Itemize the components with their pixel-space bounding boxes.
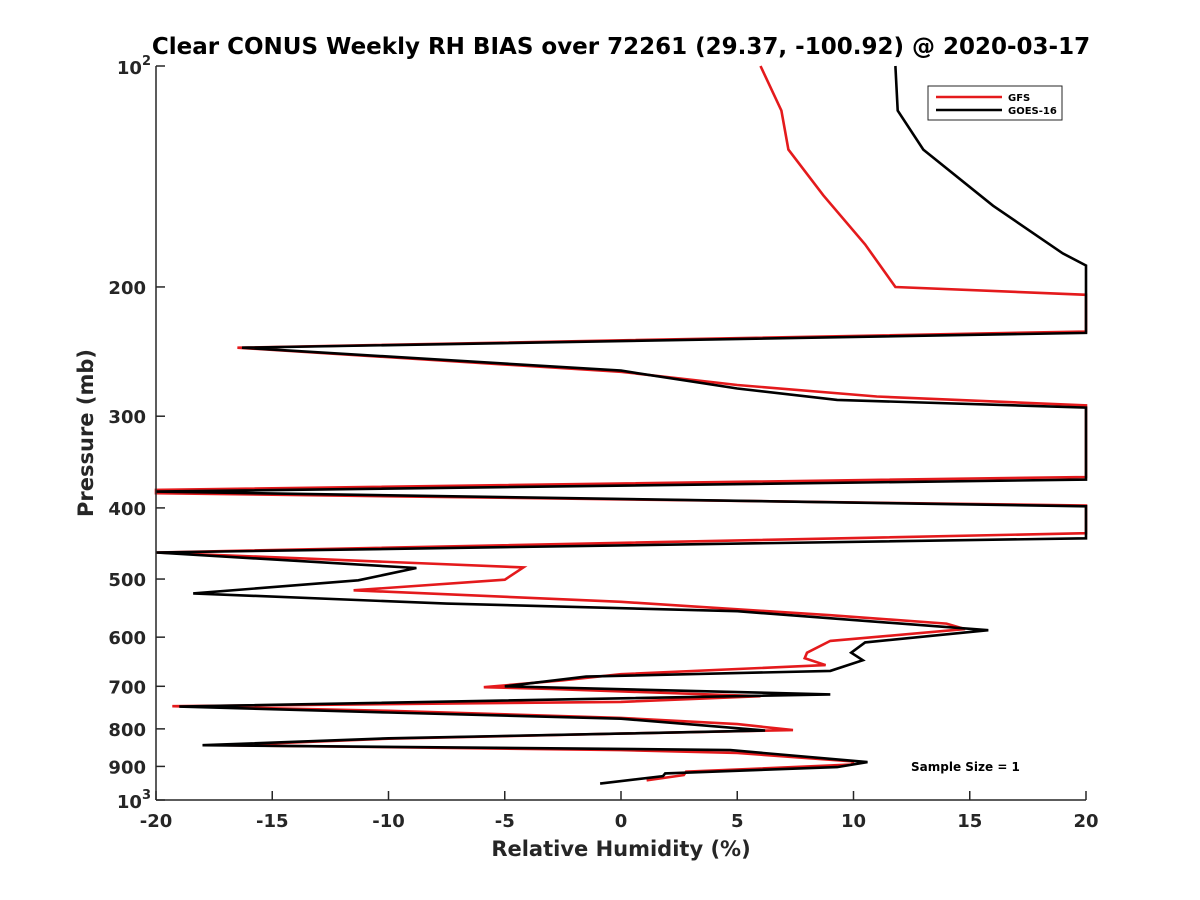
x-tick-label: 10 [841, 811, 866, 832]
y-tick-label: 300 [108, 407, 146, 428]
y-tick-label: 800 [108, 720, 146, 741]
chart-title: Clear CONUS Weekly RH BIAS over 72261 (2… [152, 34, 1090, 60]
x-axis-label: Relative Humidity (%) [491, 837, 750, 861]
series-line-goes16 [155, 65, 1088, 785]
x-tick-label: 15 [957, 811, 982, 832]
y-tick-label: 200 [108, 278, 146, 299]
y-axis-label: Pressure (mb) [74, 349, 98, 517]
plot-frame [156, 66, 1086, 800]
x-tick-label: -20 [140, 811, 173, 832]
series-layer [154, 65, 1088, 785]
x-tick-label: -5 [495, 811, 515, 832]
y-tick-label: 102 [117, 54, 151, 79]
legend: GFS GOES-16 [927, 85, 1063, 121]
y-ticks: 102 200 300 400 500 600 700 800 900 103 [108, 54, 165, 813]
y-tick-label: 500 [108, 570, 146, 591]
y-tick-label: 700 [108, 677, 146, 698]
y-tick-label: 600 [108, 628, 146, 649]
x-tick-label: -15 [256, 811, 289, 832]
legend-label-goes16: GOES-16 [1008, 106, 1057, 117]
x-ticks: -20 -15 -10 -5 0 5 10 15 20 [140, 791, 1099, 832]
x-tick-label: 0 [615, 811, 628, 832]
y-tick-label: 900 [108, 757, 146, 778]
x-tick-label: 5 [731, 811, 744, 832]
x-tick-label: -10 [372, 811, 405, 832]
legend-label-gfs: GFS [1008, 93, 1030, 104]
sample-size-annotation: Sample Size = 1 [911, 760, 1020, 774]
x-tick-label: 20 [1073, 811, 1098, 832]
y-tick-label: 103 [117, 788, 151, 813]
legend-box [927, 85, 1063, 121]
y-tick-label: 400 [108, 499, 146, 520]
